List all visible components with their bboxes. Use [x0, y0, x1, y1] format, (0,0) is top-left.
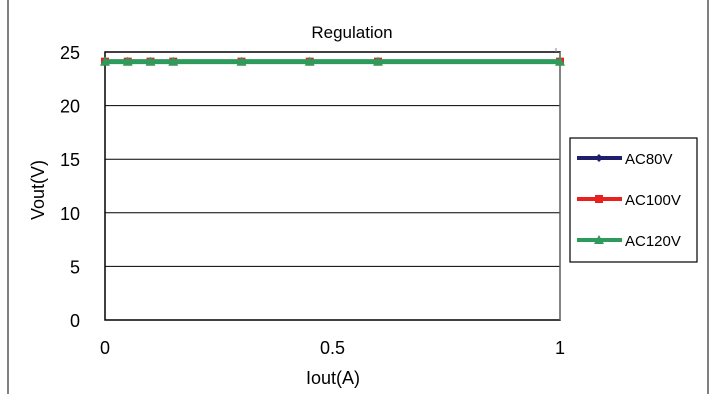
y-tick-label: 10 — [60, 204, 80, 224]
legend-item-AC80V: AC80V — [577, 151, 673, 168]
data-point-AC120V — [122, 56, 133, 66]
legend-label: AC80V — [625, 151, 673, 168]
x-tick-labels: 0 0.5 1 — [100, 338, 565, 358]
data-point-AC120V — [304, 56, 315, 66]
data-point-AC120V — [236, 56, 247, 66]
legend-item-AC120V: AC120V — [577, 233, 681, 250]
chart-title: Regulation — [311, 23, 392, 42]
legend: AC80V AC100V AC120V — [569, 137, 698, 263]
y-tick-label: 25 — [60, 43, 80, 63]
series-layer — [100, 56, 565, 66]
y-tick-label: 0 — [70, 311, 80, 331]
data-point-AC120V — [145, 56, 156, 66]
data-point-AC120V — [373, 56, 383, 66]
x-axis-label: Iout(A) — [306, 368, 360, 388]
series-AC120V — [100, 56, 565, 66]
y-tick-labels: 0 5 10 15 20 25 — [60, 43, 80, 331]
y-tick-label: 5 — [70, 257, 80, 277]
legend-item-AC100V: AC100V — [577, 192, 681, 209]
y-axis-label: Vout(V) — [28, 160, 48, 220]
y-tick-label: 20 — [60, 97, 80, 117]
x-tick-label: 1 — [555, 338, 565, 358]
legend-marker — [595, 195, 603, 203]
legend-marker — [594, 235, 604, 244]
y-tick-label: 15 — [60, 150, 80, 170]
legend-label: AC120V — [625, 233, 681, 250]
legend-marker — [595, 154, 603, 162]
plot-area-border — [104, 51, 561, 321]
data-point-AC120V — [100, 56, 110, 66]
legend-items: AC80V AC100V AC120V — [577, 151, 681, 250]
plot-grid — [105, 51, 560, 267]
legend-label: AC100V — [625, 192, 681, 209]
data-point-AC120V — [555, 56, 565, 66]
x-tick-label: 0 — [100, 338, 110, 358]
data-point-AC120V — [168, 56, 179, 66]
x-tick-label: 0.5 — [320, 338, 345, 358]
